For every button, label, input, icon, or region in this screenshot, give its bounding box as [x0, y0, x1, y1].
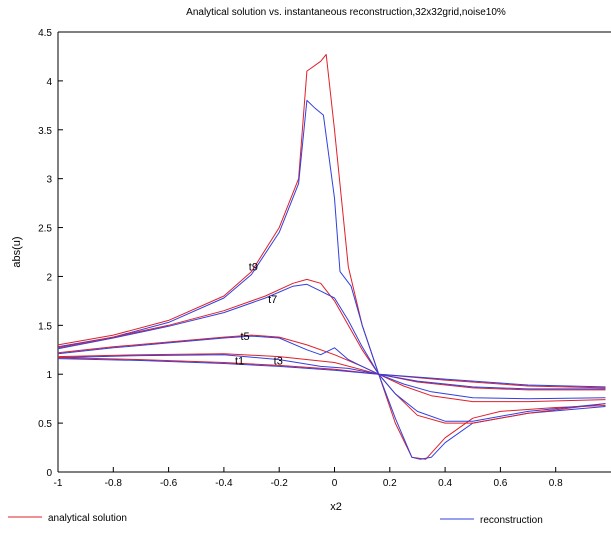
- x-tick-label: -1: [54, 478, 63, 489]
- x-tick-label: 0.4: [438, 478, 452, 489]
- y-tick-label: 3: [46, 175, 52, 186]
- y-tick-label: 2.5: [38, 224, 52, 235]
- series-line-t9-reconstruction: [57, 99, 606, 460]
- y-tick-label: 0: [46, 468, 52, 479]
- series-line-t3-analytical: [57, 353, 606, 391]
- curve-annotation-t7: t7: [268, 294, 277, 306]
- y-axis-label: abs(u): [11, 236, 23, 267]
- legend: analytical solution reconstruction: [8, 513, 543, 526]
- y-tick-label: 4: [46, 77, 52, 88]
- series-line-t9-analytical: [57, 54, 606, 460]
- plot-area: -1 -0.8 -0.6 -0.4 -0.2 0 0.2 0.4 0.6 0.8 0 0.5 1 1.5…: [38, 28, 611, 489]
- series-line-t1-reconstruction: [57, 358, 606, 388]
- legend-label-reconstruction: reconstruction: [480, 515, 543, 526]
- curve-annotation-t9: t9: [249, 262, 258, 274]
- legend-label-analytical: analytical solution: [48, 513, 127, 524]
- chart-title: Analytical solution vs. instantaneous re…: [186, 7, 506, 18]
- series-line-t5-reconstruction: [57, 335, 606, 400]
- x-tick-group: -1 -0.8 -0.6 -0.4 -0.2 0 0.2 0.4 0.6 0.8: [54, 467, 563, 489]
- x-tick-label: -0.4: [215, 478, 233, 489]
- x-tick-label: -0.2: [271, 478, 289, 489]
- curve-annotations: t9 t7 t5 t1 t3: [235, 262, 283, 368]
- y-tick-label: 2: [46, 272, 52, 283]
- y-tick-group: 0 0.5 1 1.5 2 2.5 3 3.5 4 4.5: [38, 28, 63, 479]
- x-tick-label: -0.6: [160, 478, 178, 489]
- x-tick-label: 0.2: [383, 478, 397, 489]
- x-tick-label: 0.8: [549, 478, 563, 489]
- y-tick-label: 1: [46, 370, 52, 381]
- series-line-t7-reconstruction: [57, 283, 606, 422]
- curve-annotation-t3: t3: [274, 356, 283, 368]
- curve-annotation-t5: t5: [240, 331, 249, 343]
- series-line-t3-reconstruction: [57, 354, 606, 390]
- series-line-t1-analytical: [57, 357, 606, 389]
- y-tick-label: 3.5: [38, 126, 52, 137]
- y-tick-label: 1.5: [38, 321, 52, 332]
- x-tick-label: 0.6: [493, 478, 507, 489]
- x-axis-label: x2: [330, 501, 342, 513]
- x-tick-label: 0: [332, 478, 338, 489]
- series-line-t7-analytical: [57, 278, 606, 424]
- curve-annotation-t1: t1: [235, 356, 244, 368]
- series-layer: [57, 54, 606, 460]
- series-line-t5-analytical: [57, 334, 606, 403]
- x-tick-label: -0.8: [105, 478, 123, 489]
- y-tick-label: 0.5: [38, 419, 52, 430]
- y-tick-label: 4.5: [38, 28, 52, 39]
